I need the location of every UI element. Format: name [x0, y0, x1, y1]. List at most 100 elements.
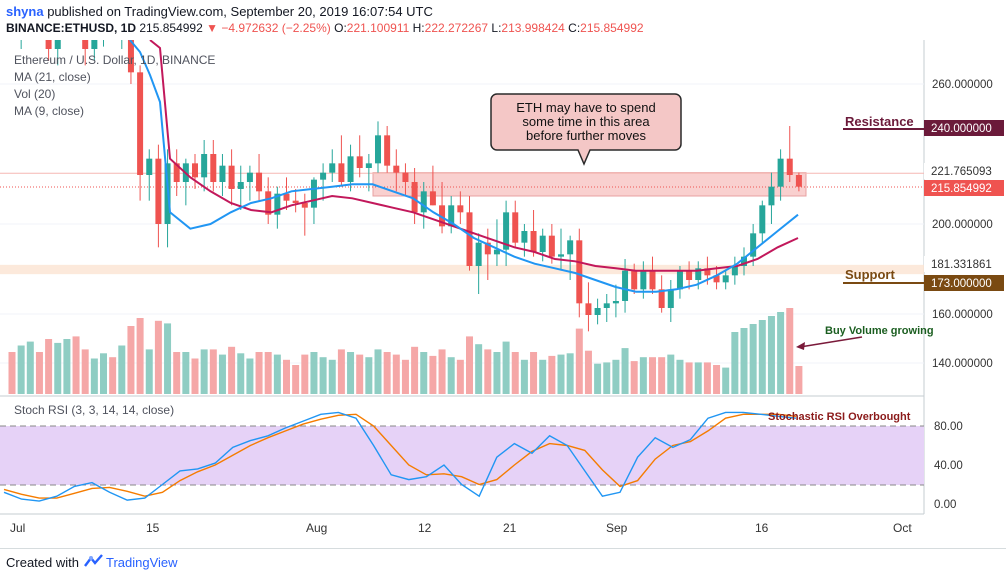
badge-support-text: 173.000000	[931, 278, 992, 290]
candle-body	[731, 266, 738, 276]
volume-bar	[35, 352, 43, 394]
candle-body	[759, 205, 766, 234]
chart-header: shyna published on TradingView.com, Sept…	[0, 0, 1006, 40]
volume-bar	[603, 362, 611, 394]
volume-bar	[777, 312, 785, 394]
volume-bar	[63, 339, 71, 394]
volume-bar	[347, 352, 355, 394]
volume-bar	[493, 352, 501, 394]
candle-body	[649, 270, 656, 290]
chart-canvas[interactable]: Ethereum / U.S. Dollar, 1D, BINANCE MA (…	[0, 40, 1006, 548]
volume-bar	[484, 349, 492, 394]
candle-body	[137, 72, 144, 175]
volume-bar	[136, 318, 144, 394]
volume-bar	[612, 359, 620, 394]
candle-body	[356, 156, 363, 168]
candle-body	[320, 172, 327, 180]
author-link[interactable]: shyna	[6, 4, 44, 19]
volume-bar	[621, 348, 629, 394]
volume-bar	[511, 352, 519, 394]
volume-bar	[594, 363, 602, 394]
candle-body	[146, 158, 153, 175]
candle-body	[173, 163, 180, 182]
volume-bar	[301, 354, 309, 394]
volume-bar	[740, 328, 748, 394]
open-label: O:	[334, 21, 347, 35]
price-change: −4.972632 (−2.25%)	[221, 21, 331, 35]
tradingview-logo-icon[interactable]	[84, 553, 104, 569]
high-value: 222.272267	[424, 21, 489, 35]
callout-line-1: ETH may have to spend	[516, 100, 655, 115]
support-zone	[0, 264, 924, 275]
candle-body	[631, 270, 638, 290]
candle-body	[201, 154, 208, 178]
badge-low	[924, 256, 1004, 272]
candle-body	[439, 205, 446, 227]
candle-body	[237, 182, 244, 189]
tradingview-brand-link[interactable]: TradingView	[106, 555, 178, 570]
ohlc-line: BINANCE:ETHUSD, 1D 215.854992 ▼ −4.97263…	[6, 21, 644, 35]
volume-bar	[45, 339, 53, 394]
candle-body	[704, 268, 711, 276]
badge-resistance-text: 240.000000	[931, 123, 992, 135]
candle-body	[576, 240, 583, 304]
volume-bar	[749, 324, 757, 394]
footer: Created with TradingView	[0, 548, 1006, 580]
badge-high-text: 221.765093	[931, 166, 992, 178]
candle-body	[256, 172, 263, 192]
candles[interactable]	[9, 40, 802, 332]
volume-bar	[539, 359, 547, 394]
moving-averages	[129, 40, 799, 293]
candle-body	[558, 254, 564, 257]
price-tick: 140.000000	[932, 358, 993, 370]
candle-body	[741, 256, 747, 266]
time-axis[interactable]: Jul 15 Aug 12 21 Sep 16 Oct	[10, 521, 912, 535]
stoch-note: Stochastic RSI Overbought	[768, 411, 911, 423]
candle-body	[228, 165, 235, 189]
price-tick: 160.000000	[932, 309, 993, 321]
volume-arrow	[799, 336, 863, 348]
candle-body	[777, 158, 784, 187]
candle-body	[301, 203, 308, 208]
candle-body	[640, 270, 647, 290]
last-price: 215.854992	[139, 21, 203, 35]
volume-bar	[401, 359, 409, 394]
volume-bar	[8, 352, 16, 394]
price-tick: 260.000000	[932, 79, 993, 91]
candle-body	[365, 163, 372, 168]
candle-body	[695, 268, 702, 280]
volume-bar	[54, 342, 62, 394]
price-axis[interactable]: 260.000000 200.000000 160.000000 140.000…	[932, 79, 993, 370]
volume-bar	[72, 336, 80, 394]
stoch-d-line	[3, 413, 797, 499]
volume-bar	[630, 361, 638, 394]
candle-body	[265, 191, 272, 215]
candle-body	[329, 163, 336, 173]
volume-bar	[109, 357, 117, 394]
volume-bar	[658, 357, 666, 394]
volume-bar	[466, 336, 473, 394]
volume-bar	[173, 352, 181, 394]
volume-bar	[447, 357, 455, 394]
candle-body	[795, 175, 802, 187]
volume-bar	[557, 354, 565, 394]
vol-legend: Vol (20)	[14, 87, 55, 101]
candle-body	[484, 242, 491, 255]
volume-bar	[722, 367, 730, 394]
down-arrow-icon: ▼	[206, 21, 218, 35]
candle-body	[45, 40, 52, 49]
candle-body	[530, 231, 537, 252]
candle-body	[457, 205, 464, 213]
stoch-axis[interactable]: 80.00 40.00 0.00	[934, 421, 963, 511]
candle-body	[420, 191, 427, 213]
volume-bar	[164, 323, 172, 394]
volume-bar	[237, 353, 245, 394]
candle-body	[622, 270, 629, 301]
candle-body	[612, 301, 619, 304]
volume-bar	[191, 358, 199, 394]
volume-bar	[374, 349, 382, 394]
badge-support	[924, 275, 1004, 291]
price-tick: 200.000000	[932, 219, 993, 231]
chart-title: Ethereum / U.S. Dollar, 1D, BINANCE	[14, 53, 215, 67]
time-label: 12	[418, 521, 432, 535]
